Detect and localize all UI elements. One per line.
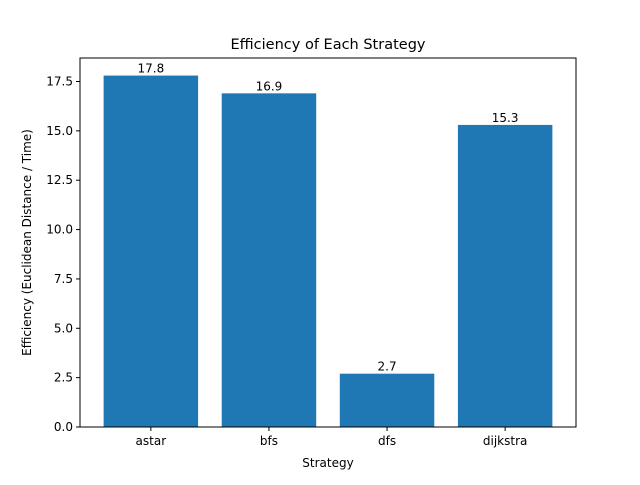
bar-labels-layer: 17.8 16.9 2.7 15.3 <box>138 62 519 374</box>
x-tick-label-dfs: dfs <box>378 434 396 448</box>
y-axis: 0.0 2.5 5.0 7.5 10.0 12.5 15.0 17.5 <box>46 74 80 434</box>
bar-dfs <box>339 373 435 427</box>
y-tick-label: 7.5 <box>54 272 73 286</box>
plot-frame <box>79 57 577 428</box>
bar-value-label-dijkstra: 15.3 <box>492 111 519 125</box>
bar-value-label-dfs: 2.7 <box>378 360 397 374</box>
bar-value-label-astar: 17.8 <box>138 62 165 76</box>
y-tick-label: 5.0 <box>54 321 73 335</box>
y-tick-label: 0.0 <box>54 420 73 434</box>
y-tick-label: 12.5 <box>46 173 73 187</box>
y-tick-label: 15.0 <box>46 124 73 138</box>
y-tick-label: 17.5 <box>46 74 73 88</box>
bars-layer <box>103 75 553 428</box>
x-tick-label-bfs: bfs <box>260 434 278 448</box>
x-tick-label-dijkstra: dijkstra <box>483 434 527 448</box>
y-axis-label: Efficiency (Euclidean Distance / Time) <box>20 129 34 356</box>
x-axis: astar bfs dfs dijkstra <box>136 427 527 448</box>
bar-astar <box>103 75 199 427</box>
bar-dijkstra <box>457 124 553 428</box>
bar-bfs <box>221 93 317 427</box>
y-tick-label: 10.0 <box>46 223 73 237</box>
chart-title: Efficiency of Each Strategy <box>231 37 426 53</box>
y-tick-label: 2.5 <box>54 371 73 385</box>
x-tick-label-astar: astar <box>136 434 167 448</box>
bar-value-label-bfs: 16.9 <box>256 79 283 93</box>
x-axis-label: Strategy <box>302 456 353 470</box>
